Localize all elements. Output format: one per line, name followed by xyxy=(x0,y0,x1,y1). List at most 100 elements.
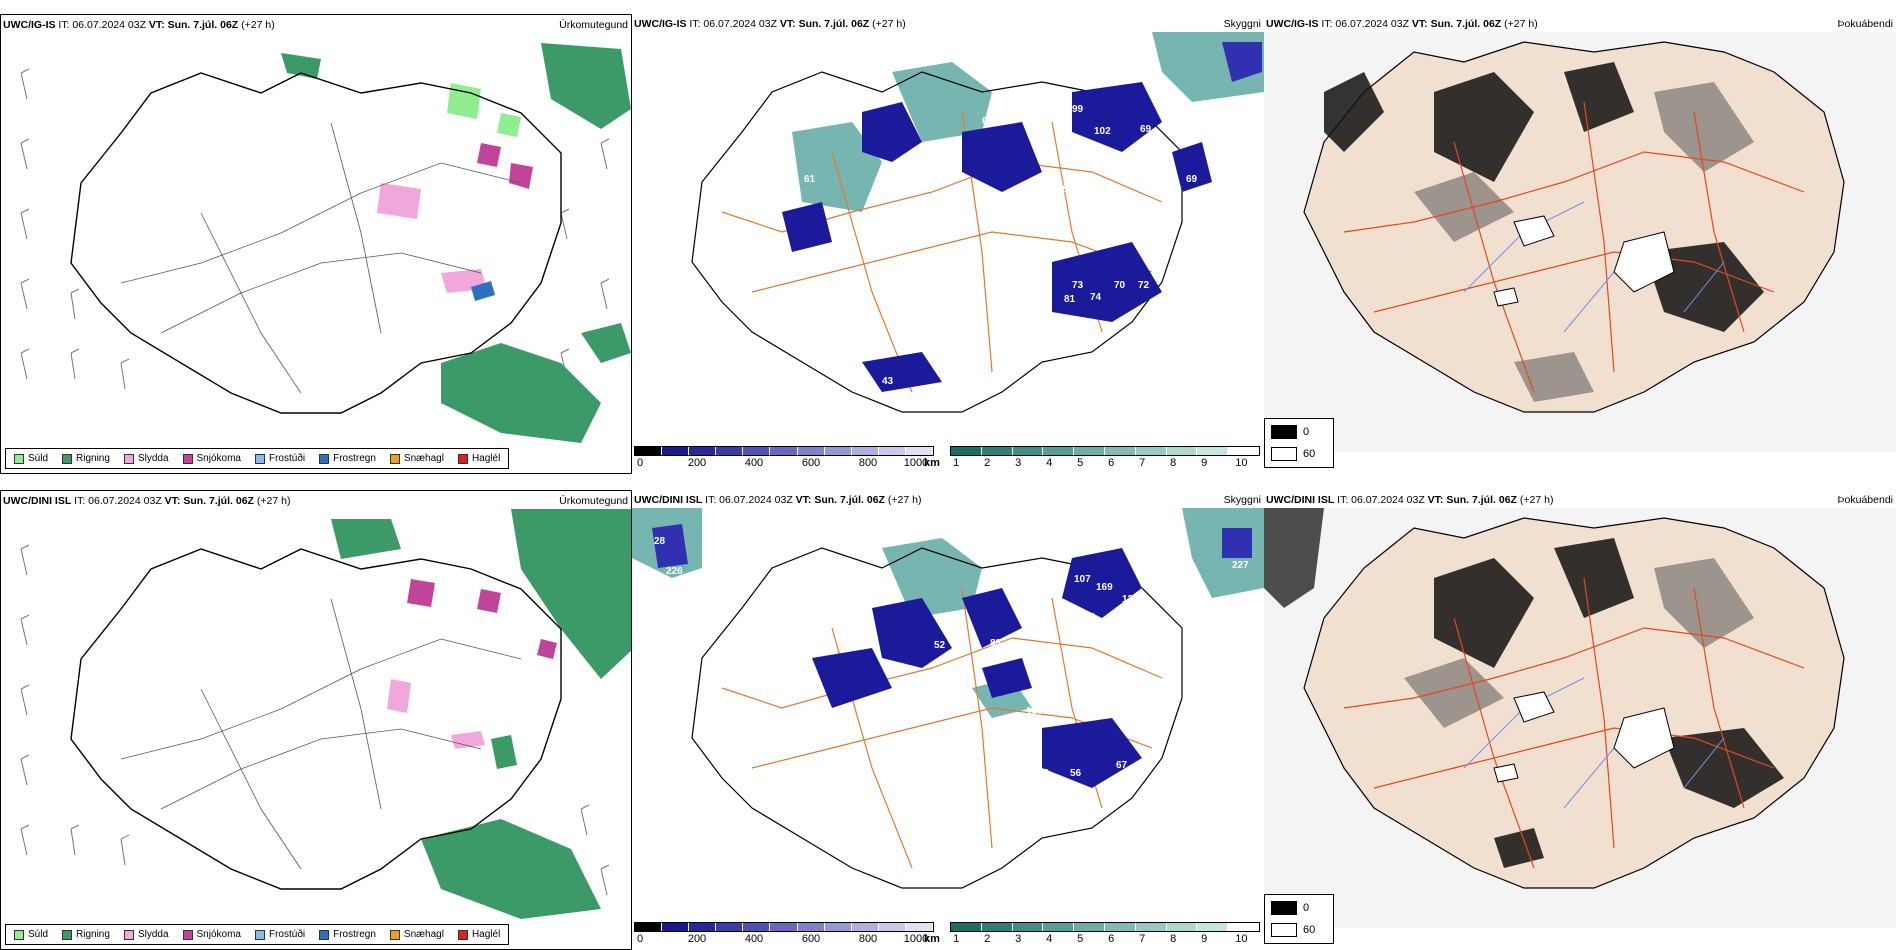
panel-title: UWC/DINI ISL IT: 06.07.2024 03Z VT: Sun.… xyxy=(634,494,922,506)
legend-item: Súld xyxy=(14,453,48,464)
ceiling-label: 70 xyxy=(1114,280,1126,291)
sleet-areas xyxy=(377,183,487,293)
ceiling-label: 74 xyxy=(1090,292,1102,303)
ceiling-label: 13 xyxy=(888,234,900,245)
ceiling-label: 79 xyxy=(1038,768,1050,779)
legend-item: Snjókoma xyxy=(182,453,241,464)
panel-visibility-dini: UWC/DINI ISL IT: 06.07.2024 03Z VT: Sun.… xyxy=(632,490,1264,950)
key-label: 0 xyxy=(1303,902,1310,914)
ceiling-label: 169 xyxy=(1096,582,1113,593)
colorbar-tick: 3 xyxy=(1015,933,1022,945)
fog-index-key: 0 60 xyxy=(1264,418,1334,468)
glaciers xyxy=(1493,215,1675,307)
panel-precip-type-dini: UWC/DINI ISL IT: 06.07.2024 03Z VT: Sun.… xyxy=(0,490,632,950)
legend-item: Snjókoma xyxy=(182,929,241,940)
ceiling-label: 69 xyxy=(1140,124,1152,135)
ceiling-label: 12 xyxy=(1122,594,1134,605)
ceiling-value-labels: 28 226 227 107 169 12 34 52 83 81 105 74… xyxy=(654,536,1249,859)
panel-fog-index-igis: UWC/IG-IS IT: 06.07.2024 03Z VT: Sun. 7.… xyxy=(1264,14,1896,474)
ceiling-label: 73 xyxy=(908,214,920,225)
precip-type-legend: Súld Rigning Slydda Snjókoma Frostúði Fr… xyxy=(5,924,510,945)
ceiling-label: 81 xyxy=(1046,674,1058,685)
colorbar-tick: 9 xyxy=(1201,457,1208,469)
colorbar-tick: 2 xyxy=(984,457,991,469)
ceiling-label: 99 xyxy=(1072,104,1084,115)
ceiling-areas xyxy=(652,524,1252,568)
fog-index-key: 0 60 xyxy=(1264,894,1334,944)
key-label: 0 xyxy=(1303,426,1310,438)
colorbar-tick: 1000 xyxy=(903,933,929,945)
ceiling-label: 60 xyxy=(982,116,994,127)
colorbar-tick: 800 xyxy=(858,457,878,469)
ceiling-label: 58 xyxy=(916,276,928,287)
colorbar-tick: 0 xyxy=(636,933,644,945)
roads xyxy=(120,598,522,870)
colorbar-tick: 4 xyxy=(1046,933,1053,945)
iceland-coastline xyxy=(70,72,562,414)
panel-title: UWC/IG-IS IT: 06.07.2024 03Z VT: Sun. 7.… xyxy=(3,19,275,31)
visibility-colorbar: km 1 2 3 4 5 6 7 8 9 10 xyxy=(924,446,1260,470)
low-ceiling-areas xyxy=(812,548,1142,788)
legend-item: Slydda xyxy=(123,929,169,940)
precip-map xyxy=(20,43,631,443)
ceiling-label: 69 xyxy=(1186,174,1198,185)
legend-item: Haglél xyxy=(457,453,500,464)
rain-areas xyxy=(331,509,631,919)
panel-title: UWC/IG-IS IT: 06.07.2024 03Z VT: Sun. 7.… xyxy=(1266,18,1538,30)
ceiling-label: 52 xyxy=(934,640,946,651)
iceland-coastline xyxy=(691,71,1183,413)
ceiling-label: 43 xyxy=(882,376,894,387)
legend-item: Snæhagl xyxy=(389,453,444,464)
colorbar-tick: 800 xyxy=(858,933,878,945)
ceiling-label: 89 xyxy=(1062,184,1074,195)
legend-item: Frostregn xyxy=(319,453,376,464)
ceiling-label: 226 xyxy=(666,566,683,577)
legend-item: Rigning xyxy=(62,453,110,464)
visibility-colorbar: km 1 2 3 4 5 6 7 8 9 10 xyxy=(924,922,1260,946)
legend-item: Rigning xyxy=(62,929,110,940)
panel-field-name: Úrkomutegund xyxy=(559,495,628,507)
panel-precip-type-igis: UWC/IG-IS IT: 06.07.2024 03Z VT: Sun. 7.… xyxy=(0,14,632,474)
colorbar-tick: 200 xyxy=(687,457,707,469)
colorbar-tick: 600 xyxy=(801,457,821,469)
legend-item: Snæhagl xyxy=(389,929,444,940)
ceiling-label: 67 xyxy=(1116,760,1128,771)
ceiling-label: 100 xyxy=(1026,706,1043,717)
panel-title: UWC/DINI ISL IT: 06.07.2024 03Z VT: Sun.… xyxy=(1266,494,1554,506)
colorbar-tick: 200 xyxy=(687,933,707,945)
colorbar-tick: 400 xyxy=(744,933,764,945)
colorbar-tick: 2 xyxy=(984,933,991,945)
fog-areas xyxy=(1414,82,1754,402)
ceiling-label: 61 xyxy=(804,174,816,185)
ceiling-label: 73 xyxy=(1072,280,1084,291)
panel-fog-index-dini: UWC/DINI ISL IT: 06.07.2024 03Z VT: Sun.… xyxy=(1264,490,1896,950)
panel-visibility-igis: UWC/IG-IS IT: 06.07.2024 03Z VT: Sun. 7.… xyxy=(632,14,1264,474)
ceiling-label: 78 xyxy=(1032,186,1044,197)
snow-areas xyxy=(477,143,533,189)
snow-areas xyxy=(407,579,557,659)
panel-field-name: Þokuábendi xyxy=(1837,494,1893,506)
ceiling-label: 83 xyxy=(1078,226,1090,237)
ceiling-label: 58 xyxy=(938,276,950,287)
colorbar-tick: 1000 xyxy=(903,457,929,469)
colorbar-tick: 1 xyxy=(953,457,960,469)
ceiling-value-labels: 99 102 69 60 87 78 89 83 73 81 74 70 72 … xyxy=(804,104,1198,387)
ceiling-label: 74 xyxy=(908,702,920,713)
ceiling-label: 98 xyxy=(930,848,942,859)
wind-barbs xyxy=(20,544,610,896)
colorbar-tick: 5 xyxy=(1077,457,1084,469)
colorbar-tick: 0 xyxy=(636,457,644,469)
colorbar-tick: 1 xyxy=(953,933,960,945)
iceland-coastline xyxy=(70,548,562,890)
precip-map xyxy=(20,509,631,919)
visibility-map: 28 226 227 107 169 12 34 52 83 81 105 74… xyxy=(632,508,1264,889)
drizzle-areas xyxy=(447,83,521,137)
legend-item: Frostúði xyxy=(254,929,305,940)
colorbar-tick: 3 xyxy=(1015,457,1022,469)
ceiling-label: 105 xyxy=(860,698,877,709)
ceiling-label: 102 xyxy=(1094,126,1111,137)
freezing-rain-area xyxy=(471,281,495,301)
panel-field-name: Þokuábendi xyxy=(1837,18,1893,30)
fog-map xyxy=(1264,32,1896,452)
